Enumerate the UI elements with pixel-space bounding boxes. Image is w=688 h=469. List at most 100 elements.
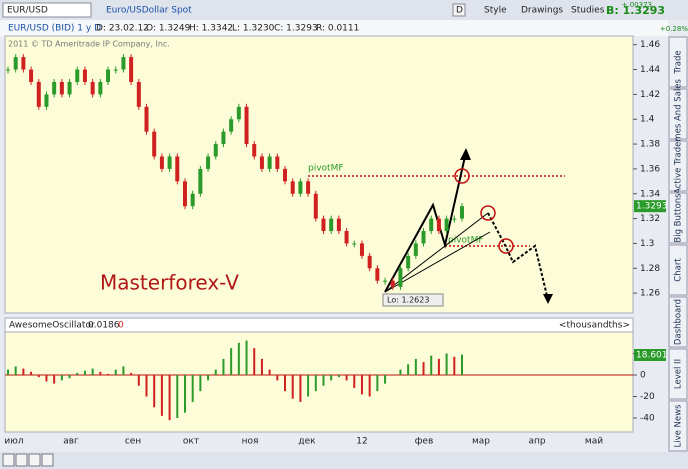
candle	[259, 156, 264, 169]
candle	[359, 243, 364, 256]
candle	[52, 81, 57, 95]
toolbar	[0, 0, 688, 20]
high: H: 1.3342	[189, 24, 233, 34]
candle	[229, 119, 234, 132]
y-tick-label: 1.28	[640, 264, 660, 274]
forecast	[487, 212, 549, 301]
last-value-tag	[634, 349, 666, 361]
candle	[460, 206, 464, 219]
y-tick-label: 1.36	[640, 164, 660, 174]
candle	[182, 181, 187, 207]
tab-label: Chart	[674, 258, 684, 282]
candle	[82, 69, 87, 82]
symbol: EUR/USD	[7, 6, 48, 16]
y-tick-label: 1.34	[640, 189, 660, 199]
candle	[352, 243, 357, 245]
y-tick-label: 1.44	[640, 65, 660, 75]
bid: B: 1.3293	[606, 4, 665, 17]
tab-label: Live News	[674, 404, 684, 448]
candle	[452, 218, 457, 220]
trend-line	[384, 231, 491, 293]
studies-button[interactable]: Studies	[571, 6, 605, 16]
drawings-button[interactable]: Drawings	[521, 6, 563, 16]
candle	[36, 81, 41, 107]
candle	[21, 57, 26, 70]
tab[interactable]	[668, 296, 688, 348]
tab[interactable]	[668, 400, 688, 452]
candle	[444, 218, 449, 232]
candle	[129, 57, 134, 82]
change-pct: +0.28%	[660, 25, 688, 33]
candle	[375, 268, 380, 281]
last-price-tag	[634, 200, 666, 213]
zoom-buttons[interactable]	[2, 453, 54, 467]
instrument: EUR/USD (BID) 1 y D	[8, 24, 101, 34]
y-tick-label: 1.3	[640, 239, 654, 249]
y-tick-label: 1.4	[640, 115, 655, 125]
candle	[298, 181, 303, 194]
circle	[454, 168, 470, 184]
osc-value: 0.0186	[88, 321, 120, 331]
candle	[44, 94, 49, 107]
candle	[413, 243, 418, 256]
button[interactable]	[2, 453, 15, 467]
tab[interactable]	[668, 192, 688, 244]
candle	[29, 69, 34, 82]
info-row	[0, 20, 668, 36]
candle	[113, 69, 118, 71]
period: D	[456, 6, 463, 16]
x-label: апр	[528, 437, 545, 447]
osc-units: <thousandths>	[559, 321, 630, 331]
candle	[275, 156, 280, 169]
tab-label: Active Trader	[674, 138, 684, 194]
candle	[198, 168, 203, 194]
tab[interactable]	[668, 244, 688, 296]
y-tick-label: 1.32	[640, 214, 660, 224]
low-label: Lo: 1.2623	[387, 296, 429, 305]
tab[interactable]	[668, 140, 688, 192]
candle	[390, 280, 395, 287]
symbol-box[interactable]	[2, 2, 92, 18]
style-button[interactable]: Style	[484, 6, 507, 16]
candle	[90, 81, 95, 95]
candle	[98, 81, 103, 95]
button[interactable]	[41, 453, 54, 467]
button[interactable]	[15, 453, 28, 467]
tab-label: Big Buttons	[674, 193, 684, 243]
y-tick-label: 1.38	[640, 140, 660, 150]
tab[interactable]	[668, 348, 688, 400]
period-button[interactable]	[452, 3, 466, 17]
candle	[421, 231, 426, 244]
bottom-toolbar	[0, 452, 688, 469]
candle	[321, 218, 326, 232]
candle	[106, 69, 111, 82]
tab[interactable]	[668, 36, 688, 88]
candle	[236, 106, 241, 120]
candle	[152, 131, 157, 157]
button[interactable]	[28, 453, 41, 467]
candle	[329, 218, 334, 232]
tab-label: Dashboard	[674, 299, 684, 345]
tab-label: Times And Sales	[674, 79, 684, 150]
circle	[480, 205, 496, 221]
candle	[221, 131, 226, 145]
x-label: дек	[298, 437, 316, 447]
tab[interactable]	[668, 88, 688, 140]
x-label: май	[585, 437, 603, 447]
brand: Masterforex-V	[100, 271, 239, 295]
pivot-label: pivotMF	[308, 164, 344, 174]
candle	[367, 255, 372, 269]
y-tick-label: -20	[640, 392, 655, 402]
y-tick-label: 1.26	[640, 289, 660, 299]
candle	[6, 69, 10, 71]
candle	[383, 280, 388, 282]
range: R: 0.0111	[316, 24, 359, 34]
arrow-head	[543, 294, 553, 304]
candle	[244, 106, 249, 145]
open: O: 1.3249	[146, 24, 191, 34]
candle	[67, 81, 72, 95]
y-tick-label: 0	[640, 371, 646, 381]
x-label: мар	[472, 437, 490, 447]
candle	[283, 168, 288, 182]
